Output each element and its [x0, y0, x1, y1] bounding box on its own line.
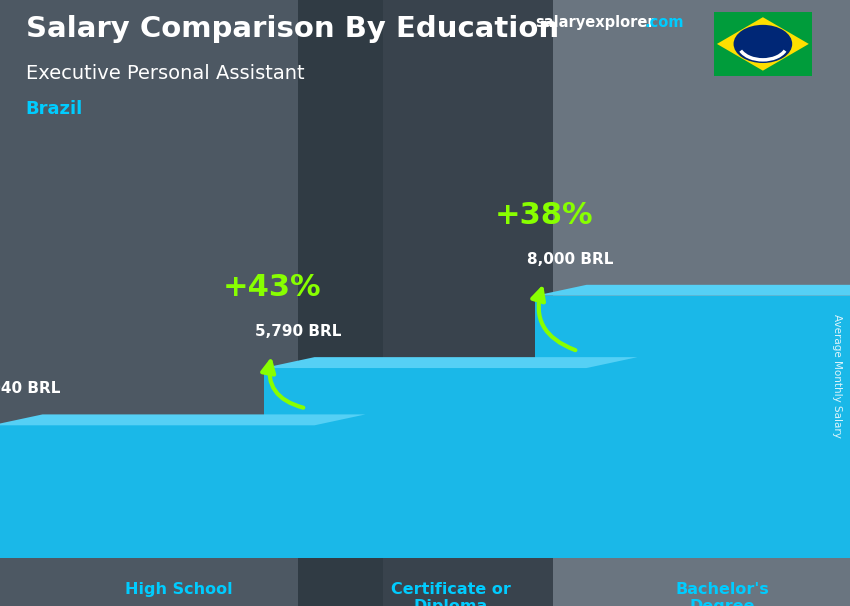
Text: Bachelor's
Degree: Bachelor's Degree — [676, 582, 769, 606]
Bar — [264, 368, 586, 558]
Text: 8,000 BRL: 8,000 BRL — [527, 251, 614, 267]
Text: High School: High School — [125, 582, 232, 597]
Polygon shape — [264, 357, 638, 368]
Bar — [536, 296, 850, 558]
Polygon shape — [717, 17, 809, 71]
Text: Average Monthly Salary: Average Monthly Salary — [832, 314, 842, 438]
Polygon shape — [536, 285, 850, 296]
Text: .com: .com — [644, 15, 683, 30]
Text: 4,040 BRL: 4,040 BRL — [0, 381, 61, 396]
Text: Brazil: Brazil — [26, 100, 82, 118]
Text: salaryexplorer: salaryexplorer — [536, 15, 655, 30]
Text: Executive Personal Assistant: Executive Personal Assistant — [26, 64, 304, 82]
Text: Certificate or
Diploma: Certificate or Diploma — [390, 582, 511, 606]
Circle shape — [734, 25, 792, 63]
Bar — [0, 0, 382, 606]
Bar — [298, 0, 552, 606]
Polygon shape — [586, 357, 638, 558]
Text: +43%: +43% — [223, 273, 321, 302]
Text: +38%: +38% — [495, 201, 593, 230]
Text: Salary Comparison By Education: Salary Comparison By Education — [26, 15, 558, 43]
Text: 5,790 BRL: 5,790 BRL — [255, 324, 342, 339]
Polygon shape — [0, 415, 366, 425]
Bar — [0, 425, 314, 558]
Polygon shape — [314, 415, 366, 558]
